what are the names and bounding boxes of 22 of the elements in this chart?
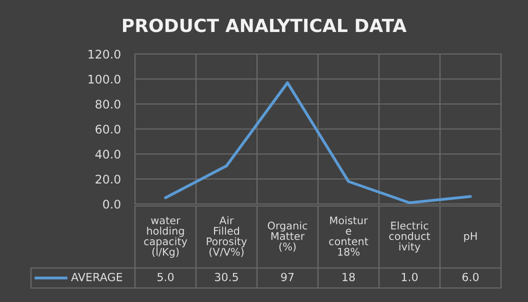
x-tick-label: Electric conduct ivity [389,221,430,253]
legend-label: AVERAGE [71,272,122,282]
x-tick-label: pH [464,232,477,242]
x-tick-label: Moistur e content 18% [329,216,368,256]
chart-title: PRODUCT ANALYTICAL DATA [123,18,407,32]
y-tick-label: 60.0 [96,124,120,134]
data-label: 1.0 [402,272,418,282]
data-label: 6.0 [462,272,479,282]
y-tick-label: 40.0 [95,150,120,159]
x-tick-label: Organic Matter (%) [268,221,308,252]
data-label: 18 [342,272,355,282]
y-tick-label: 100.0 [88,74,120,84]
y-tick-label: 80.0 [96,100,120,109]
x-tick-label: Air Filled Porosity (V/V%) [206,216,247,257]
y-tick-label: 20.0 [96,174,120,184]
line-series [164,81,472,204]
y-tick-label: 0.0 [103,200,120,209]
y-tick-label: 120.0 [88,50,120,59]
data-label: 5.0 [158,272,174,282]
data-label: 30.5 [214,272,238,282]
x-tick-label: water holding capacity (l/Kg) [144,216,188,258]
data-label: 97 [281,272,294,282]
